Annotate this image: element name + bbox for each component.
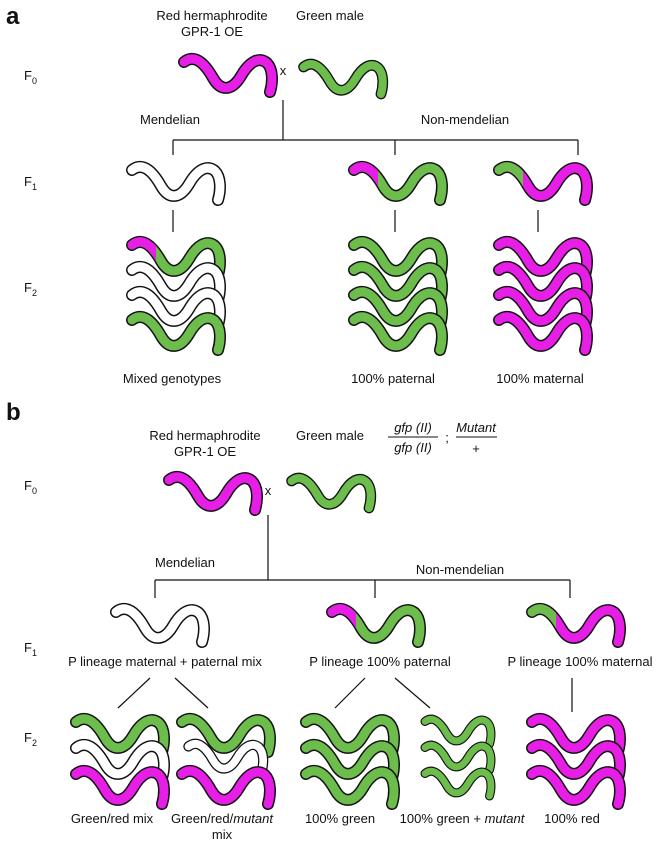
- genotype: Mutant: [456, 420, 497, 435]
- caption: mix: [212, 827, 233, 842]
- generation-label: F0: [24, 478, 37, 496]
- worm: [425, 771, 491, 796]
- caption: Mixed genotypes: [123, 371, 222, 386]
- caption: 100% paternal: [351, 371, 435, 386]
- parent-label: GPR-1 OE: [181, 24, 243, 39]
- panel-a: a Red hermaphrodite GPR-1 OE Green male …: [6, 3, 587, 386]
- parent-label: Red hermaphrodite: [149, 428, 260, 443]
- panel-label: b: [6, 399, 21, 426]
- generation-label: F1: [24, 640, 37, 658]
- genotype: gfp (II): [394, 440, 432, 455]
- branch-label: Non-mendelian: [416, 562, 504, 577]
- caption: 100% maternal: [496, 371, 584, 386]
- worm: [184, 59, 272, 92]
- parent-label: Green male: [296, 428, 364, 443]
- lineage-tree: [172, 100, 579, 232]
- worm: [499, 167, 587, 200]
- worm: [169, 477, 257, 510]
- caption: 100% red: [544, 811, 600, 826]
- generation-label: F2: [24, 730, 37, 748]
- genotype: ;: [445, 430, 449, 445]
- worm: [532, 609, 620, 642]
- panel-label: a: [6, 3, 20, 30]
- lineage-tree: [117, 515, 573, 712]
- worm: [332, 609, 420, 642]
- worm: [304, 64, 383, 94]
- caption: Green/red mix: [71, 811, 154, 826]
- worm: [116, 609, 204, 642]
- cross-symbol: x: [280, 63, 287, 78]
- branch-label: Mendelian: [155, 555, 215, 570]
- parent-label: Green male: [296, 8, 364, 23]
- genotype: gfp (II): [394, 420, 432, 435]
- worm: [292, 478, 371, 508]
- branch-label: Mendelian: [140, 112, 200, 127]
- caption: 100% green + mutant: [400, 811, 526, 826]
- panel-b: b Red hermaphrodite GPR-1 OE Green male …: [6, 399, 653, 842]
- branch-label: Non-mendelian: [421, 112, 509, 127]
- worm: [425, 719, 491, 744]
- worm: [425, 745, 491, 770]
- parent-label: Red hermaphrodite: [156, 8, 267, 23]
- parent-label: GPR-1 OE: [174, 444, 236, 459]
- caption: P lineage maternal + paternal mix: [68, 654, 262, 669]
- caption: P lineage 100% paternal: [309, 654, 451, 669]
- caption: P lineage 100% maternal: [507, 654, 652, 669]
- generation-label: F0: [24, 68, 37, 86]
- caption: Green/red/mutant: [171, 811, 274, 826]
- generation-label: F2: [24, 280, 37, 298]
- genotype: +: [472, 441, 480, 456]
- cross-symbol: x: [265, 483, 272, 498]
- generation-label: F1: [24, 174, 37, 192]
- worm: [354, 167, 442, 200]
- worm: [132, 167, 220, 200]
- worm: [182, 771, 270, 804]
- caption: 100% green: [305, 811, 375, 826]
